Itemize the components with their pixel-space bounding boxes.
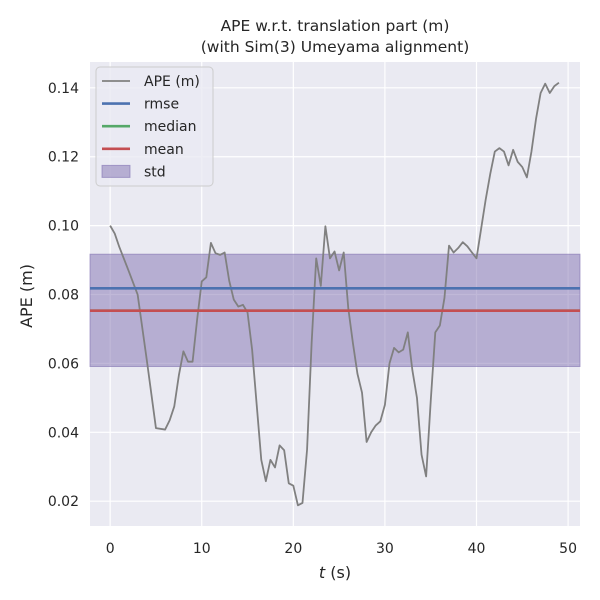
chart-title-line2: (with Sim(3) Umeyama alignment) [201, 38, 470, 56]
x-tick-label: 30 [376, 541, 394, 557]
legend-label-apem: APE (m) [144, 74, 200, 90]
legend-box [95, 66, 214, 187]
chart-title-line1: APE w.r.t. translation part (m) [221, 17, 450, 35]
x-tick-label: 20 [284, 541, 302, 557]
legend: APE (m) rmse median mean std [95, 66, 214, 187]
legend-swatch-std [101, 164, 131, 178]
x-tick-label: 0 [106, 541, 115, 557]
y-tick-label: 0.04 [48, 425, 79, 441]
legend-label-mean: mean [144, 142, 184, 158]
y-tick-label: 0.12 [48, 150, 79, 166]
x-axis-title: t (s) [319, 563, 351, 582]
x-axis-title-unit: (s) [325, 563, 351, 582]
y-tick-label: 0.06 [48, 356, 79, 372]
series-layer [109, 81, 560, 507]
legend-label-rmse: rmse [144, 97, 179, 113]
tick-labels: 0 10 20 30 40 50 0.02 0.04 0.06 0.08 0.10 0.12 0.14 [48, 81, 577, 557]
ape-series-line [109, 81, 560, 507]
y-tick-label: 0.14 [48, 81, 79, 97]
x-tick-label: 50 [559, 541, 577, 557]
x-tick-label: 40 [468, 541, 486, 557]
stat-lines-layer [90, 287, 580, 313]
legend-label-std: std [144, 164, 166, 180]
x-axis-title-var: t [319, 563, 326, 582]
legend-label-median: median [144, 119, 196, 135]
x-tick-label: 10 [193, 541, 211, 557]
y-axis-title: APE (m) [17, 264, 36, 328]
y-tick-label: 0.02 [48, 494, 79, 510]
y-tick-label: 0.10 [48, 219, 79, 235]
y-tick-label: 0.08 [48, 288, 79, 304]
